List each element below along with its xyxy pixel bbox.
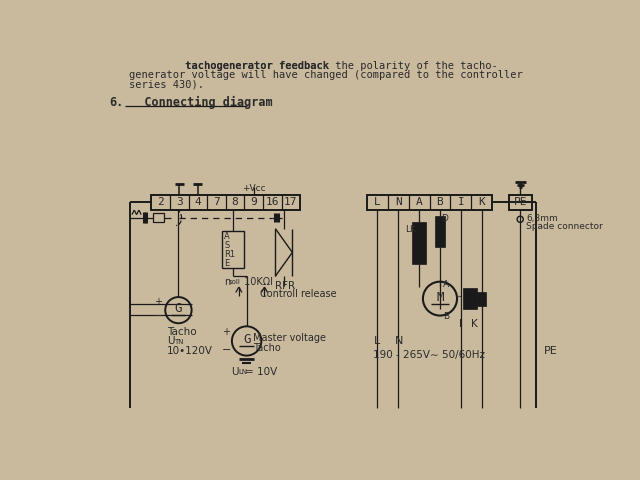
Text: TN: TN [175,339,184,345]
Text: B: B [436,197,444,207]
Bar [509,195,532,210]
Text: 2: 2 [157,197,164,207]
Text: series 430).: series 430). [129,79,204,89]
Text: +: + [223,327,230,337]
Text: 16: 16 [266,197,279,207]
Text: I: I [458,197,464,207]
Text: tachogenerator feedback the polarity of the tacho-: tachogenerator feedback the polarity of … [129,60,497,71]
Text: 7: 7 [213,197,220,207]
Text: S: S [224,241,229,250]
Text: generator voltage will have changed (compared to the controller: generator voltage will have changed (com… [129,70,523,80]
Text: Master voltage: Master voltage [253,333,326,343]
Text: PE: PE [543,347,557,356]
Text: 17: 17 [284,197,298,207]
Text: Tacho: Tacho [167,327,196,337]
Bar [463,288,477,310]
Text: RFR: RFR [275,281,296,291]
Text: G: G [175,302,182,315]
Text: K: K [471,319,477,329]
Text: 190 - 265V∼ 50/60Hz: 190 - 265V∼ 50/60Hz [373,350,485,360]
Text: L: L [374,197,381,207]
Text: +Vcc: +Vcc [242,184,266,193]
Bar [412,222,426,264]
Text: 4: 4 [195,197,201,207]
Text: N: N [395,336,403,347]
Text: B: B [443,312,449,322]
Text: 8: 8 [232,197,238,207]
Text: G: G [243,333,250,346]
Text: R1: R1 [224,250,236,259]
Text: A: A [443,280,449,289]
Text: 10•120V: 10•120V [167,346,212,356]
Text: L: L [374,336,380,347]
Bar [435,216,445,247]
Text: = 10V: = 10V [245,367,277,377]
Text: Tacho: Tacho [253,343,280,353]
Text: 9: 9 [250,197,257,207]
Text: D: D [442,214,449,223]
Text: Connecting diagram: Connecting diagram [123,96,272,109]
Text: I: I [460,319,462,329]
Text: U: U [231,367,239,377]
Text: +: + [154,298,163,308]
Text: K: K [479,197,485,207]
Bar [151,195,300,210]
Text: 3: 3 [176,197,182,207]
Text: tachogenerator feedback: tachogenerator feedback [129,60,329,71]
Text: LN: LN [238,370,247,375]
Bar [222,231,244,268]
Text: Controll release: Controll release [260,289,337,300]
Text: soll: soll [229,279,241,285]
Text: U: U [167,336,174,347]
Text: 6,3mm: 6,3mm [527,214,558,223]
Text: A: A [416,197,422,207]
Text: 6.: 6. [109,96,124,109]
Text: M: M [436,290,444,303]
Text: LK: LK [405,226,416,234]
Text: PE: PE [513,197,527,207]
Bar [367,195,492,210]
Text: −: − [222,345,231,355]
Bar [477,292,486,306]
Text: 10KΩI: 10KΩI [241,277,273,287]
Bar [153,213,164,222]
Text: Spade connector: Spade connector [527,222,603,230]
Text: n: n [224,277,230,287]
Text: N: N [395,197,401,207]
Text: E: E [224,259,229,268]
Text: −: − [154,312,163,321]
Text: A: A [224,232,230,240]
